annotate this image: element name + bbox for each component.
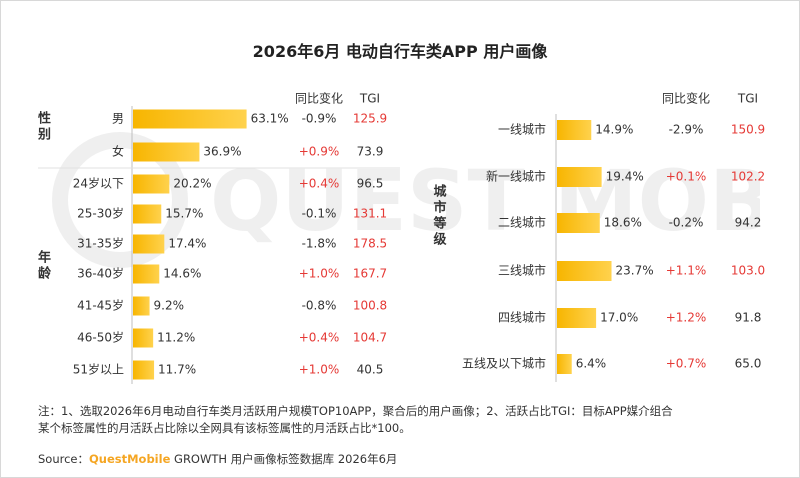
left-tgi-value: 104.7 — [353, 331, 387, 345]
left-header-tgi: TGI — [359, 92, 380, 106]
left-bar-value-label: 14.6% — [163, 267, 201, 281]
left-bar-value-label: 11.7% — [158, 363, 196, 377]
right-tgi-value: 103.0 — [731, 264, 765, 278]
right-bar — [557, 354, 572, 374]
left-change-value: +1.0% — [299, 267, 340, 281]
group-label-city-1: 城 — [433, 184, 446, 200]
right-bar-value-label: 19.4% — [606, 170, 644, 184]
left-bar-value-label: 63.1% — [251, 112, 289, 126]
right-change-value: +1.2% — [666, 311, 707, 325]
left-category-label: 51岁以上 — [73, 362, 124, 377]
group-label-age-2: 龄 — [38, 266, 52, 282]
left-tgi-value: 167.7 — [353, 267, 387, 281]
left-change-value: +0.9% — [299, 145, 340, 159]
right-bar-value-label: 6.4% — [576, 357, 607, 371]
source-line: Source：QuestMobile GROWTH 用户画像标签数据库 2026… — [38, 451, 397, 467]
right-tgi-value: 150.9 — [731, 123, 765, 137]
footnote-line-1: 注：1、选取2026年6月电动自行车类月活跃用户规模TOP10APP，聚合后的用… — [38, 404, 673, 418]
left-bar-value-label: 15.7% — [165, 207, 203, 221]
right-category-label: 新一线城市 — [486, 169, 546, 184]
left-header-change: 同比变化 — [295, 91, 343, 106]
left-category-label: 女 — [112, 144, 124, 159]
right-category-label: 四线城市 — [498, 310, 546, 325]
right-change-value: +1.1% — [666, 264, 707, 278]
right-bar-value-label: 17.0% — [600, 311, 638, 325]
footnote-line-2: 某个标签属性的月活跃占比除以全网具有该标签属性的月活跃占比*100。 — [38, 421, 411, 435]
right-category-label: 一线城市 — [498, 122, 546, 137]
footnote: 注：1、选取2026年6月电动自行车类月活跃用户规模TOP10APP，聚合后的用… — [38, 403, 778, 437]
left-bar-value-label: 20.2% — [173, 177, 211, 191]
left-tgi-value: 125.9 — [353, 112, 387, 126]
left-change-value: +0.4% — [299, 331, 340, 345]
left-tgi-value: 178.5 — [353, 237, 387, 251]
group-label-city-2: 市 — [433, 200, 446, 216]
left-category-label: 36-40岁 — [77, 266, 124, 281]
right-tgi-value: 102.2 — [731, 170, 765, 184]
left-bar-value-label: 36.9% — [203, 145, 241, 159]
right-bar — [557, 213, 600, 233]
left-bar — [133, 174, 170, 194]
group-label-gender-1: 性 — [38, 111, 51, 127]
left-bar — [133, 142, 200, 162]
left-bar — [133, 234, 165, 254]
right-category-label: 二线城市 — [498, 215, 546, 230]
left-change-value: +1.0% — [299, 363, 340, 377]
source-brand: QuestMobile — [89, 452, 171, 466]
right-bar — [557, 261, 612, 281]
left-change-value: -0.8% — [302, 299, 337, 313]
left-change-value: -1.8% — [302, 237, 337, 251]
left-tgi-value: 131.1 — [353, 207, 387, 221]
left-bar-value-label: 17.4% — [168, 237, 206, 251]
right-header-tgi: TGI — [737, 92, 758, 106]
left-category-label: 31-35岁 — [77, 236, 124, 251]
right-category-label: 三线城市 — [498, 263, 546, 278]
right-bar — [557, 308, 597, 328]
left-tgi-value: 100.8 — [353, 299, 387, 313]
left-category-label: 25-30岁 — [77, 206, 124, 221]
right-bar-value-label: 18.6% — [604, 216, 642, 230]
right-bar — [557, 120, 592, 140]
right-change-value: -0.2% — [669, 216, 704, 230]
left-category-label: 24岁以下 — [73, 176, 124, 191]
left-bar-value-label: 11.2% — [157, 331, 195, 345]
source-prefix: Source： — [38, 452, 89, 466]
group-label-city-3: 等 — [432, 216, 446, 232]
left-bar — [133, 360, 155, 380]
right-change-value: -2.9% — [669, 123, 704, 137]
group-label-city-4: 级 — [433, 232, 447, 248]
right-header-change: 同比变化 — [662, 91, 710, 106]
left-bar-value-label: 9.2% — [154, 299, 185, 313]
left-tgi-value: 96.5 — [357, 177, 384, 191]
source-text: GROWTH 用户画像标签数据库 2026年6月 — [170, 452, 398, 466]
left-change-value: -0.1% — [302, 207, 337, 221]
left-bar — [133, 328, 154, 348]
left-bar — [133, 204, 162, 224]
right-tgi-value: 65.0 — [735, 357, 762, 371]
right-bar — [557, 167, 602, 187]
right-bar-value-label: 23.7% — [616, 264, 654, 278]
left-tgi-value: 73.9 — [357, 145, 384, 159]
right-bar-value-label: 14.9% — [595, 123, 633, 137]
group-label-gender-2: 别 — [37, 128, 51, 143]
right-category-label: 五线及以下城市 — [462, 356, 546, 371]
left-change-value: +0.4% — [299, 177, 340, 191]
left-bar — [133, 109, 247, 129]
right-change-value: +0.1% — [666, 170, 707, 184]
chart-title: 2026年6月 电动自行车类APP 用户画像 — [252, 42, 548, 61]
right-tgi-value: 91.8 — [735, 311, 762, 325]
left-bar — [133, 264, 160, 284]
left-tgi-value: 40.5 — [357, 363, 384, 377]
left-category-label: 46-50岁 — [77, 330, 124, 345]
left-category-label: 男 — [112, 112, 124, 126]
group-label-age-1: 年 — [38, 250, 51, 266]
right-change-value: +0.7% — [666, 357, 707, 371]
right-tgi-value: 94.2 — [735, 216, 762, 230]
left-change-value: -0.9% — [302, 112, 337, 126]
left-category-label: 41-45岁 — [77, 298, 124, 313]
left-bar — [133, 296, 150, 316]
